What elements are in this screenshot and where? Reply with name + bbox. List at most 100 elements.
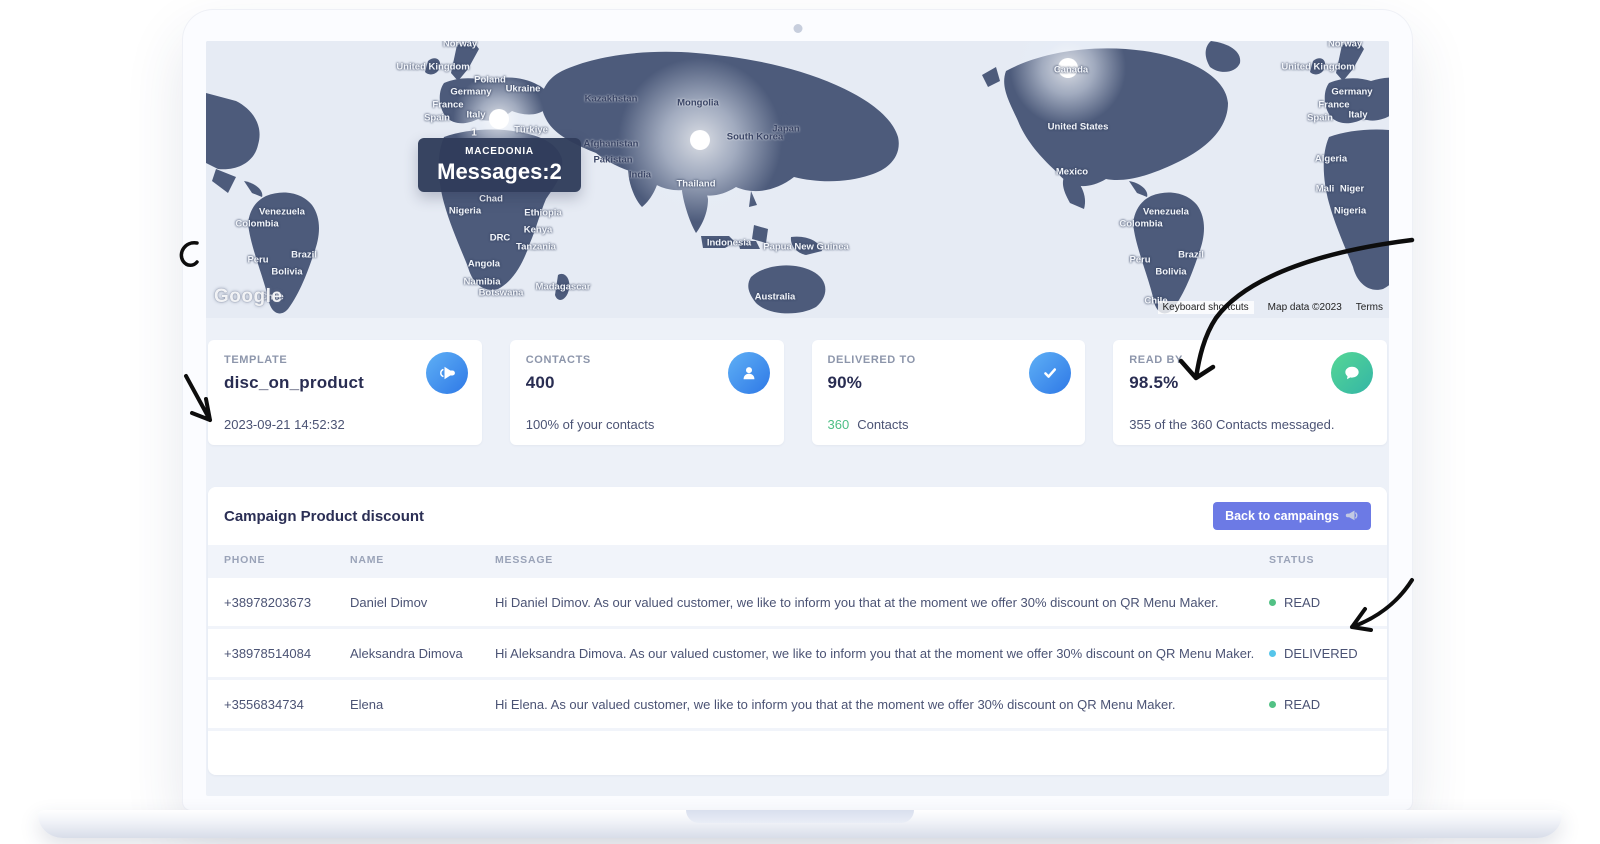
row-name: Elena	[350, 696, 384, 712]
map-country-label: Mali	[1315, 183, 1335, 195]
row-message: Hi Aleksandra Dimova. As our valued cust…	[495, 645, 1255, 661]
card-subtext: 2023-09-21 14:52:32	[224, 417, 345, 432]
map-marker-canada[interactable]	[1058, 58, 1078, 78]
map-country-label: Afghanistan	[583, 138, 639, 150]
map-country-label: Peru	[247, 254, 269, 266]
card-subtext: 355 of the 360 Contacts messaged.	[1129, 417, 1335, 432]
map-country-label: Colombia	[1119, 218, 1163, 230]
map-tooltip: MACEDONIA Messages:2	[418, 138, 581, 192]
map-country-label: United States	[1047, 121, 1109, 133]
card-delivered-to: DELIVERED TO 90% 360 Contacts	[811, 340, 1086, 445]
map-country-label: Australia	[754, 291, 796, 303]
map-country-label: Kenya	[523, 224, 553, 236]
map-country-label: Norway	[1327, 41, 1363, 50]
row-phone: +3556834734	[224, 696, 304, 712]
map-country-label: Tanzania	[516, 241, 556, 253]
row-status: READ	[1269, 697, 1371, 712]
map-country-label: Ukraine	[505, 83, 541, 95]
map-cluster-count[interactable]: 1	[471, 127, 477, 139]
map-country-label: Japan	[772, 123, 800, 135]
map-marker-macedonia[interactable]	[489, 109, 509, 129]
map-country-label: DRC	[489, 232, 511, 244]
card-read-by: READ BY 98.5% 355 of the 360 Contacts me…	[1113, 340, 1387, 445]
map-country-label: Italy	[1348, 109, 1368, 121]
map-country-label: Algeria	[1314, 153, 1348, 165]
map-country-label: Mongolia	[677, 97, 719, 109]
megaphone-icon	[425, 352, 468, 394]
status-dot	[1269, 598, 1276, 606]
map-country-label: Canada	[1053, 64, 1089, 76]
laptop-base	[38, 810, 1562, 838]
status-text: DELIVERED	[1284, 645, 1358, 661]
table-header: PHONE NAME MESSAGE STATUS	[208, 545, 1387, 575]
row-name: Aleksandra Dimova	[350, 645, 463, 661]
campaign-title: Campaign Product discount	[224, 507, 425, 525]
col-name: NAME	[350, 554, 385, 566]
map-country-label: Indonesia	[706, 237, 752, 249]
map-labels: United StatesVenezuelaColombiaBrazilPeru…	[206, 41, 1389, 318]
tooltip-country: MACEDONIA	[465, 146, 534, 157]
google-logo[interactable]: Google	[214, 286, 283, 307]
table-row: +38978514084 Aleksandra Dimova Hi Aleksa…	[208, 629, 1387, 677]
map-country-label: United Kingdom	[1281, 61, 1355, 73]
table-footer	[208, 731, 1387, 775]
map-country-label: South Korea	[726, 131, 784, 143]
map-country-label: Spain	[424, 112, 450, 124]
table-row: +38978203673 Daniel Dimov Hi Daniel Dimo…	[208, 578, 1387, 626]
campaign-panel: Campaign Product discount Back to campai…	[208, 487, 1387, 775]
map-country-label: Pakistan	[593, 154, 633, 166]
keyboard-shortcuts-link[interactable]: Keyboard shortcuts	[1157, 301, 1254, 314]
laptop-frame: United StatesVenezuelaColombiaBrazilPeru…	[183, 10, 1412, 810]
map-country-label: Kazakhstan	[584, 93, 638, 105]
map-country-label: Bolivia	[1155, 266, 1187, 278]
col-status: STATUS	[1269, 554, 1315, 566]
map-country-label: Ethiopia	[524, 207, 562, 219]
map-attribution: Keyboard shortcuts Map data ©2023 Terms	[1157, 301, 1383, 314]
map-country-label: Germany	[450, 86, 492, 98]
back-to-campaigns-button[interactable]: Back to campaings	[1213, 502, 1371, 530]
card-subtext: 360 Contacts	[827, 417, 909, 432]
row-message: Hi Daniel Dimov. As our valued customer,…	[495, 594, 1219, 610]
campaign-header: Campaign Product discount Back to campai…	[208, 487, 1387, 545]
card-value: 90%	[827, 373, 863, 392]
map-country-label: Nigeria	[448, 205, 482, 217]
check-icon	[1029, 352, 1072, 394]
person-icon	[727, 352, 770, 394]
laptop-base-notch	[686, 810, 914, 823]
map-country-label: Botswana	[478, 287, 524, 299]
map-country-label: Spain	[1307, 112, 1333, 124]
map-country-label: Venezuela	[259, 206, 305, 218]
map-country-label: Italy	[466, 109, 486, 121]
map-country-label: Venezuela	[1143, 206, 1189, 218]
card-value: 98.5%	[1129, 373, 1179, 392]
card-label: CONTACTS	[525, 354, 591, 366]
status-dot	[1269, 649, 1276, 657]
status-text: READ	[1284, 696, 1321, 712]
map-country-label: Norway	[442, 41, 478, 50]
map-country-label: Thailand	[676, 178, 716, 190]
map-marker-china[interactable]	[690, 130, 710, 150]
row-message: Hi Elena. As our valued customer, we lik…	[495, 696, 1176, 712]
megaphone-small-icon	[1345, 510, 1358, 521]
card-value: disc_on_product	[224, 373, 364, 392]
status-dot	[1269, 700, 1276, 708]
map-country-label: Madagascar	[535, 281, 591, 293]
terms-link[interactable]: Terms	[1355, 302, 1383, 313]
row-status: DELIVERED	[1269, 646, 1371, 661]
card-label: TEMPLATE	[224, 354, 288, 366]
map-data-label: Map data ©2023	[1267, 302, 1342, 313]
card-value: 400	[525, 373, 555, 392]
tooltip-messages: Messages:2	[437, 159, 562, 184]
map-country-label: Nigeria	[1333, 205, 1367, 217]
card-label: READ BY	[1129, 354, 1183, 366]
app-screen: United StatesVenezuelaColombiaBrazilPeru…	[206, 41, 1389, 796]
map-country-label: Türkiye	[514, 124, 548, 136]
map-country-label: Brazil	[1178, 249, 1204, 261]
map-country-label: United Kingdom	[396, 61, 470, 73]
row-status: READ	[1269, 595, 1371, 610]
chat-bubble-icon	[1331, 352, 1373, 394]
card-contacts: CONTACTS 400 100% of your contacts	[509, 340, 784, 445]
world-map[interactable]: United StatesVenezuelaColombiaBrazilPeru…	[206, 41, 1389, 318]
col-phone: PHONE	[224, 554, 266, 566]
